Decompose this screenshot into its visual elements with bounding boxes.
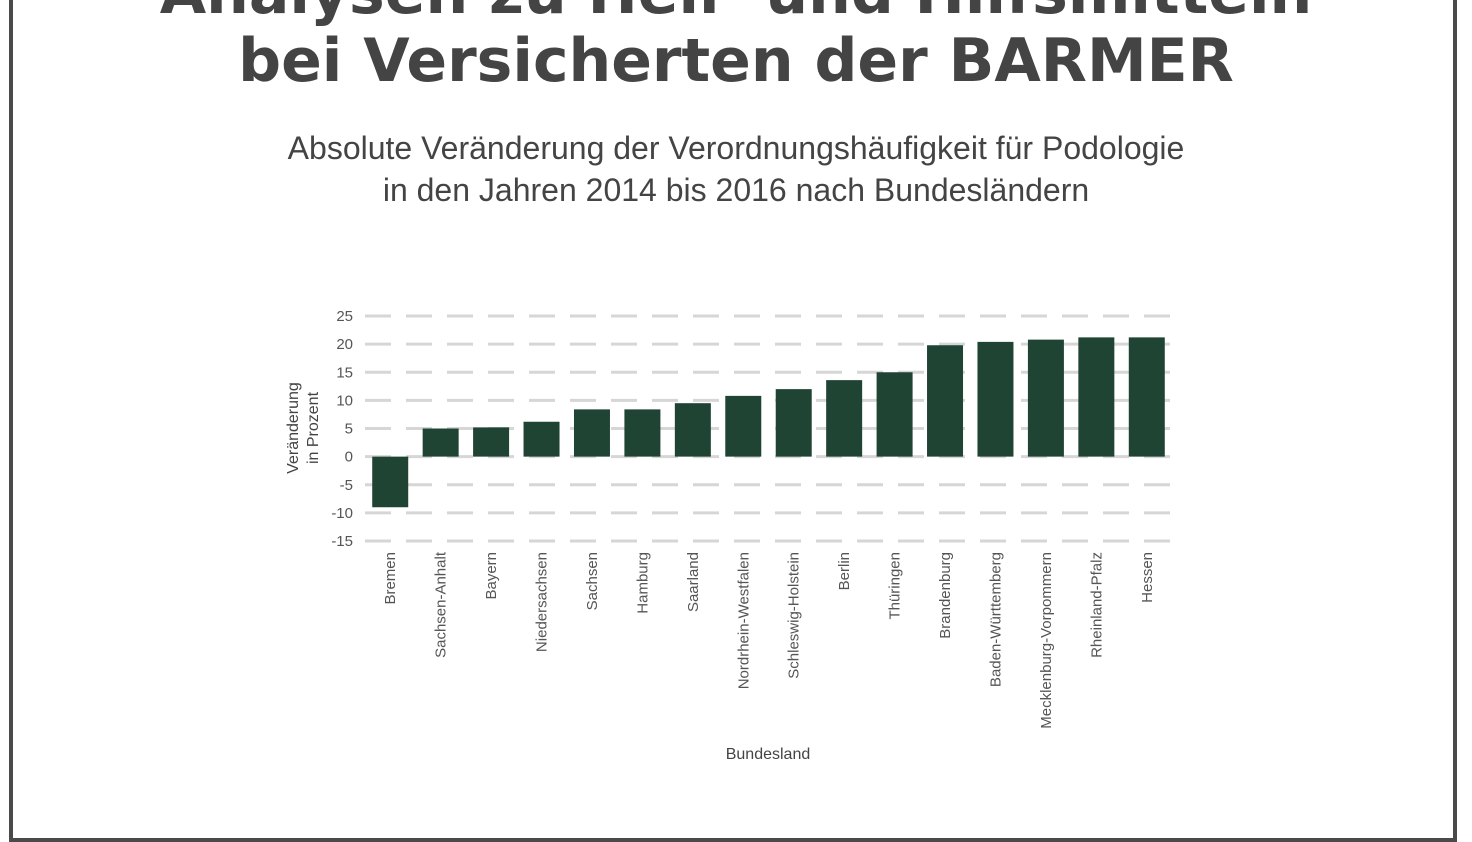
bar [725, 395, 762, 457]
bar [1027, 339, 1064, 457]
y-tick-label: -5 [340, 477, 353, 494]
x-tick-label: Mecklenburg-Vorpommern [1038, 552, 1055, 729]
x-tick-label: Saarland [685, 552, 702, 612]
bar [372, 456, 409, 508]
y-tick-label: -15 [331, 533, 353, 550]
x-tick-label: Berlin [836, 552, 853, 590]
x-tick-label: Nordrhein-Westfalen [735, 552, 752, 689]
x-tick-label: Hessen [1139, 552, 1156, 603]
x-tick-label: Baden-Württemberg [987, 552, 1004, 687]
x-tick-label: Bayern [483, 552, 500, 600]
x-tick-label: Hamburg [634, 552, 651, 614]
bar [927, 345, 964, 457]
bar [422, 428, 459, 457]
y-tick-label: 0 [345, 449, 353, 466]
y-tick-label: 20 [336, 336, 353, 353]
x-axis-title: Bundesland [726, 746, 811, 763]
x-tick-label: Rheinland-Pfalz [1088, 552, 1105, 658]
bar [977, 341, 1014, 457]
bars [372, 337, 1165, 508]
bar [876, 372, 913, 457]
y-axis-title-line-1: Veränderung [285, 382, 302, 474]
bar [624, 409, 661, 457]
gridlines [365, 314, 1172, 543]
y-axis-title-line-2: in Prozent [305, 391, 322, 464]
chart-subtitle-line-1: Absolute Veränderung der Verordnungshäuf… [287, 130, 1185, 166]
y-tick-label: -10 [331, 505, 353, 522]
y-tick-label: 25 [336, 308, 353, 325]
x-tick-label: Brandenburg [937, 552, 954, 639]
bar [523, 421, 560, 457]
bar [775, 389, 812, 457]
bar [1128, 337, 1165, 457]
bar [674, 403, 711, 457]
x-tick-label: Sachsen [584, 552, 601, 610]
x-tick-label: Sachsen-Anhalt [433, 551, 450, 658]
x-tick-label: Schleswig-Holstein [786, 552, 803, 679]
y-tick-label: 15 [336, 364, 353, 381]
x-tick-label: Bremen [382, 552, 399, 605]
bar [826, 380, 863, 457]
bar [473, 427, 510, 457]
x-tick-label: Thüringen [887, 552, 904, 620]
bar [1078, 337, 1115, 457]
bar [573, 409, 610, 457]
page-title-line-1: Analysen zu Heil- und Hilfsmitteln [0, 0, 1472, 26]
y-axis-ticks: 25 20 15 10 5 0 -5 -10 -15 [331, 308, 353, 550]
x-tick-label: Niedersachsen [534, 552, 551, 652]
y-tick-label: 5 [345, 421, 353, 438]
x-axis-labels: Bremen Sachsen-Anhalt Bayern Niedersachsen S… [382, 551, 1156, 729]
chart-subtitle-line-2: in den Jahren 2014 bis 2016 nach Bundesl… [382, 172, 1090, 208]
y-tick-label: 10 [336, 392, 353, 409]
page-title-line-2: bei Versicherten der BARMER [238, 26, 1234, 96]
